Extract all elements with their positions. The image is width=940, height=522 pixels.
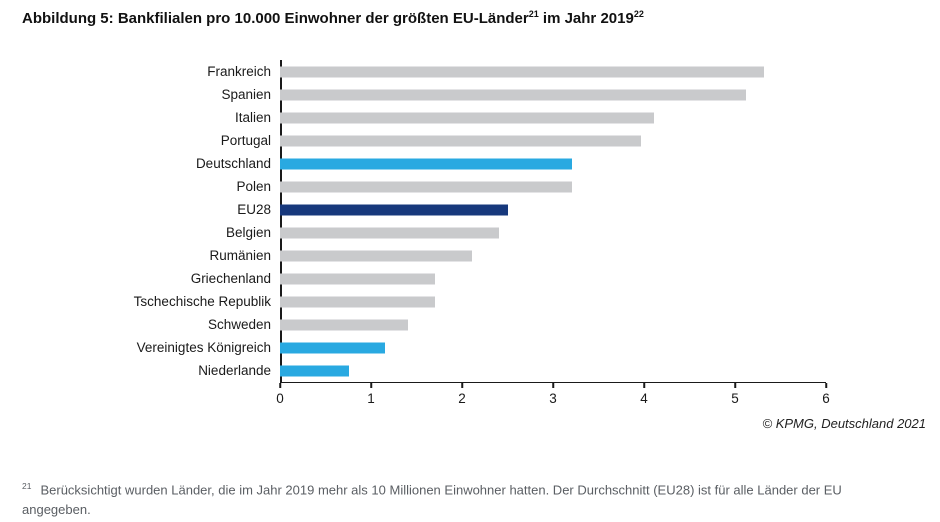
chart-row: Spanien	[22, 83, 828, 106]
x-tick: 6	[822, 383, 830, 406]
footnote-ref-21: 21	[528, 9, 539, 19]
footnote-text: Berücksichtigt wurden Länder, die im Jah…	[22, 482, 842, 518]
bar-track	[280, 359, 828, 382]
chart-row: Schweden	[22, 313, 828, 336]
chart-row: Vereinigtes Königreich	[22, 336, 828, 359]
x-tick-label: 3	[549, 391, 557, 406]
chart-title-main: Abbildung 5: Bankfilialen pro 10.000 Ein…	[22, 10, 529, 27]
category-label: EU28	[237, 202, 271, 217]
bar	[280, 112, 655, 123]
chart-row: Rumänien	[22, 244, 828, 267]
bar-track	[280, 267, 828, 290]
x-tick-label: 1	[367, 391, 375, 406]
bar	[280, 250, 472, 261]
bar-track	[280, 106, 828, 129]
bar-track	[280, 152, 828, 175]
category-label: Niederlande	[198, 363, 271, 378]
category-label: Vereinigtes Königreich	[136, 340, 271, 355]
chart-title: Abbildung 5: Bankfilialen pro 10.000 Ein…	[22, 9, 644, 27]
x-tick-label: 4	[640, 391, 648, 406]
x-tick-mark	[643, 383, 645, 388]
category-label: Polen	[236, 179, 271, 194]
bar-track	[280, 244, 828, 267]
chart-row: Niederlande	[22, 359, 828, 382]
x-tick-mark	[552, 383, 554, 388]
bar-track	[280, 129, 828, 152]
x-tick: 5	[731, 383, 739, 406]
bar-track	[280, 83, 828, 106]
x-tick: 2	[458, 383, 466, 406]
x-tick-mark	[279, 383, 281, 388]
chart-rows: Frankreich Spanien Italien Portugal Deutschl…	[22, 60, 828, 382]
bar	[280, 89, 746, 100]
y-axis-line	[280, 60, 282, 382]
x-tick: 0	[276, 383, 284, 406]
chart-row: Frankreich	[22, 60, 828, 83]
chart-title-tail: im Jahr 2019	[538, 10, 634, 27]
source-credit: © KPMG, Deutschland 2021	[762, 416, 927, 431]
chart-row: EU28	[22, 198, 828, 221]
category-label: Portugal	[220, 133, 271, 148]
bar-track	[280, 221, 828, 244]
category-label: Griechenland	[190, 271, 271, 286]
x-tick-label: 5	[731, 391, 739, 406]
bar	[280, 319, 408, 330]
bar	[280, 204, 509, 215]
bar	[280, 296, 436, 307]
x-tick-mark	[734, 383, 736, 388]
category-label: Deutschland	[195, 156, 271, 171]
chart-row: Polen	[22, 175, 828, 198]
category-label: Rumänien	[209, 248, 271, 263]
bar-track	[280, 198, 828, 221]
chart-row: Belgien	[22, 221, 828, 244]
footnote-ref-22: 22	[633, 9, 644, 19]
x-axis-line: 0 1 2 3 4 5 6	[276, 382, 830, 408]
chart-row: Deutschland	[22, 152, 828, 175]
bar	[280, 273, 436, 284]
x-tick-label: 0	[276, 391, 284, 406]
bar	[280, 365, 349, 376]
chart-row: Griechenland	[22, 267, 828, 290]
bar	[280, 66, 765, 77]
bar	[280, 227, 500, 238]
bar-track	[280, 175, 828, 198]
x-tick-label: 6	[822, 391, 830, 406]
category-label: Belgien	[225, 225, 271, 240]
x-tick-mark	[461, 383, 463, 388]
chart-row: Portugal	[22, 129, 828, 152]
bar-track	[280, 290, 828, 313]
bar	[280, 158, 573, 169]
category-label: Spanien	[221, 87, 271, 102]
bar	[280, 181, 573, 192]
footnote: 21 Berücksichtigt wurden Länder, die im J…	[22, 480, 904, 521]
bar	[280, 342, 386, 353]
category-label: Italien	[234, 110, 271, 125]
x-tick: 4	[640, 383, 648, 406]
chart-row: Tschechische Republik	[22, 290, 828, 313]
bar	[280, 135, 641, 146]
footnote-marker: 21	[22, 481, 32, 491]
x-tick: 3	[549, 383, 557, 406]
bar-chart: Frankreich Spanien Italien Portugal Deutschl…	[22, 60, 830, 408]
bar-track	[280, 336, 828, 359]
bar-track	[280, 60, 828, 83]
category-label: Frankreich	[207, 64, 271, 79]
category-label: Schweden	[207, 317, 271, 332]
bar-track	[280, 313, 828, 336]
category-label: Tschechische Republik	[133, 294, 271, 309]
x-tick-mark	[370, 383, 372, 388]
x-tick-mark	[825, 383, 827, 388]
chart-row: Italien	[22, 106, 828, 129]
x-tick: 1	[367, 383, 375, 406]
x-tick-label: 2	[458, 391, 466, 406]
